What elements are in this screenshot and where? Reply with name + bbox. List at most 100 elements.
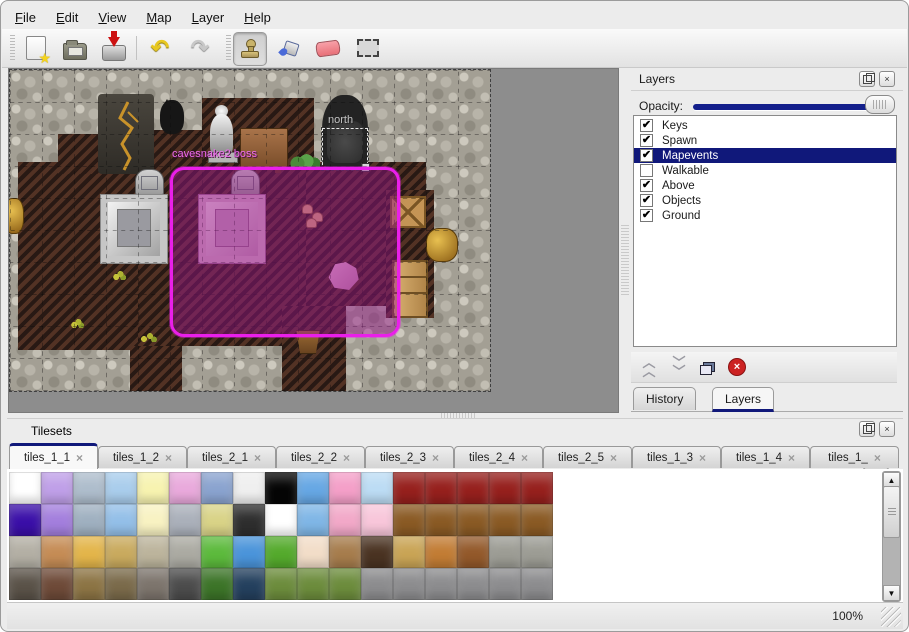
menu-edit[interactable]: Edit [55,9,79,25]
resize-grip[interactable] [881,607,901,627]
layer-row-above[interactable]: ✔ Above [634,178,896,193]
tileset-tile[interactable] [137,472,169,504]
panel-tab-layers[interactable]: Layers [712,387,775,412]
horizontal-splitter-handle[interactable] [441,413,475,418]
tileset-tile[interactable] [9,536,41,568]
tileset-tile[interactable] [457,472,489,504]
tileset-tile[interactable] [137,504,169,536]
tileset-tile[interactable] [105,536,137,568]
menu-view[interactable]: View [98,9,127,25]
tileset-tile[interactable] [233,472,265,504]
tileset-tile[interactable] [329,504,361,536]
layer-row-ground[interactable]: ✔ Ground [634,208,896,223]
tileset-tile[interactable] [521,472,553,504]
layer-row-spawn[interactable]: ✔ Spawn [634,133,896,148]
tileset-tile[interactable] [73,472,105,504]
tab-close-icon[interactable]: × [343,450,351,465]
tileset-tile[interactable] [393,472,425,504]
tileset-tile[interactable] [201,536,233,568]
map-viewport[interactable]: north [8,68,619,413]
tileset-tile[interactable] [233,568,265,600]
tileset-tile[interactable] [169,472,201,504]
tileset-tile[interactable] [425,536,457,568]
tileset-tile[interactable] [105,472,137,504]
tileset-tile[interactable] [489,472,521,504]
tileset-tile[interactable] [41,472,73,504]
raise-layer-button[interactable]: ︿ ︿ [639,356,659,378]
tileset-tile[interactable] [9,504,41,536]
tileset-tile[interactable] [361,536,393,568]
menu-file[interactable]: File [15,9,36,25]
opacity-slider-track[interactable] [693,104,893,110]
mapevent-selection-rect[interactable] [170,167,400,337]
layer-checkbox[interactable]: ✔ [640,134,653,147]
tab-close-icon[interactable]: × [165,450,173,465]
scroll-down-button[interactable]: ▼ [883,585,900,601]
tileset-tile[interactable] [393,504,425,536]
tileset-tile[interactable] [425,504,457,536]
tileset-tile[interactable] [489,536,521,568]
layer-checkbox[interactable]: ✔ [640,119,653,132]
tileset-vertical-scrollbar[interactable]: ▲ ▼ [882,471,901,602]
menu-layer[interactable]: Layer [191,9,225,25]
tileset-tab-tiles_1_3[interactable]: tiles_1_3 × [632,446,721,468]
opacity-slider-handle[interactable] [865,95,895,114]
eraser-tool-button[interactable] [312,32,344,64]
tileset-tile[interactable] [201,568,233,600]
tileset-tab-tiles_2_1[interactable]: tiles_2_1 × [187,446,276,468]
tab-close-icon[interactable]: × [254,450,262,465]
tileset-tile[interactable] [265,472,297,504]
tileset-tile[interactable] [361,504,393,536]
tileset-tile[interactable] [169,504,201,536]
tab-close-icon[interactable]: × [873,450,881,465]
tileset-tile[interactable] [233,536,265,568]
tileset-tile[interactable] [329,568,361,600]
tileset-tab-tiles_1_[interactable]: tiles_1_ × [810,446,899,468]
tileset-tile[interactable] [73,568,105,600]
scrollbar-thumb[interactable] [883,486,900,538]
vertical-splitter-handle[interactable] [621,225,629,297]
tab-close-icon[interactable]: × [76,450,84,465]
map-canvas[interactable]: north [9,69,491,392]
delete-layer-button[interactable]: × [727,357,747,377]
tab-close-icon[interactable]: × [432,450,440,465]
tileset-tile[interactable] [297,472,329,504]
fill-tool-button[interactable] [273,32,305,64]
menu-help[interactable]: Help [244,9,271,25]
tileset-tile[interactable] [9,568,41,600]
layer-row-mapevents[interactable]: ✔ Mapevents [634,148,896,163]
tileset-tile[interactable] [521,504,553,536]
tileset-tile[interactable] [265,504,297,536]
tileset-tile[interactable] [233,504,265,536]
tileset-tile[interactable] [105,568,137,600]
tileset-tile[interactable] [457,504,489,536]
new-file-button[interactable]: ★ [20,32,52,65]
tileset-tile[interactable] [41,568,73,600]
tileset-tile[interactable] [137,536,169,568]
layer-checkbox[interactable]: ✔ [640,149,653,162]
tileset-tile[interactable] [169,568,201,600]
open-file-button[interactable] [59,32,91,64]
layer-checkbox[interactable]: ✔ [640,179,653,192]
tileset-tab-tiles_2_2[interactable]: tiles_2_2 × [276,446,365,468]
tileset-tab-tiles_2_3[interactable]: tiles_2_3 × [365,446,454,468]
tileset-tile[interactable] [329,472,361,504]
close-tilesets-button[interactable]: × [879,421,895,437]
tileset-tile[interactable] [201,472,233,504]
tileset-tile[interactable] [41,504,73,536]
tileset-tile[interactable] [73,536,105,568]
tileset-tile[interactable] [137,568,169,600]
tileset-tab-tiles_2_4[interactable]: tiles_2_4 × [454,446,543,468]
stamp-tool-button[interactable] [233,32,267,66]
tileset-tab-tiles_2_5[interactable]: tiles_2_5 × [543,446,632,468]
tab-close-icon[interactable]: × [521,450,529,465]
toolbar-drag-handle-2[interactable] [226,35,231,61]
rect-select-tool-button[interactable] [352,32,384,64]
tileset-tile[interactable] [297,504,329,536]
tileset-tab-tiles_1_1[interactable]: tiles_1_1 × [9,443,98,469]
tileset-tile[interactable] [425,472,457,504]
layer-row-objects[interactable]: ✔ Objects [634,193,896,208]
tileset-tile[interactable] [105,504,137,536]
tileset-tile[interactable] [297,536,329,568]
tileset-tile[interactable] [425,568,457,600]
